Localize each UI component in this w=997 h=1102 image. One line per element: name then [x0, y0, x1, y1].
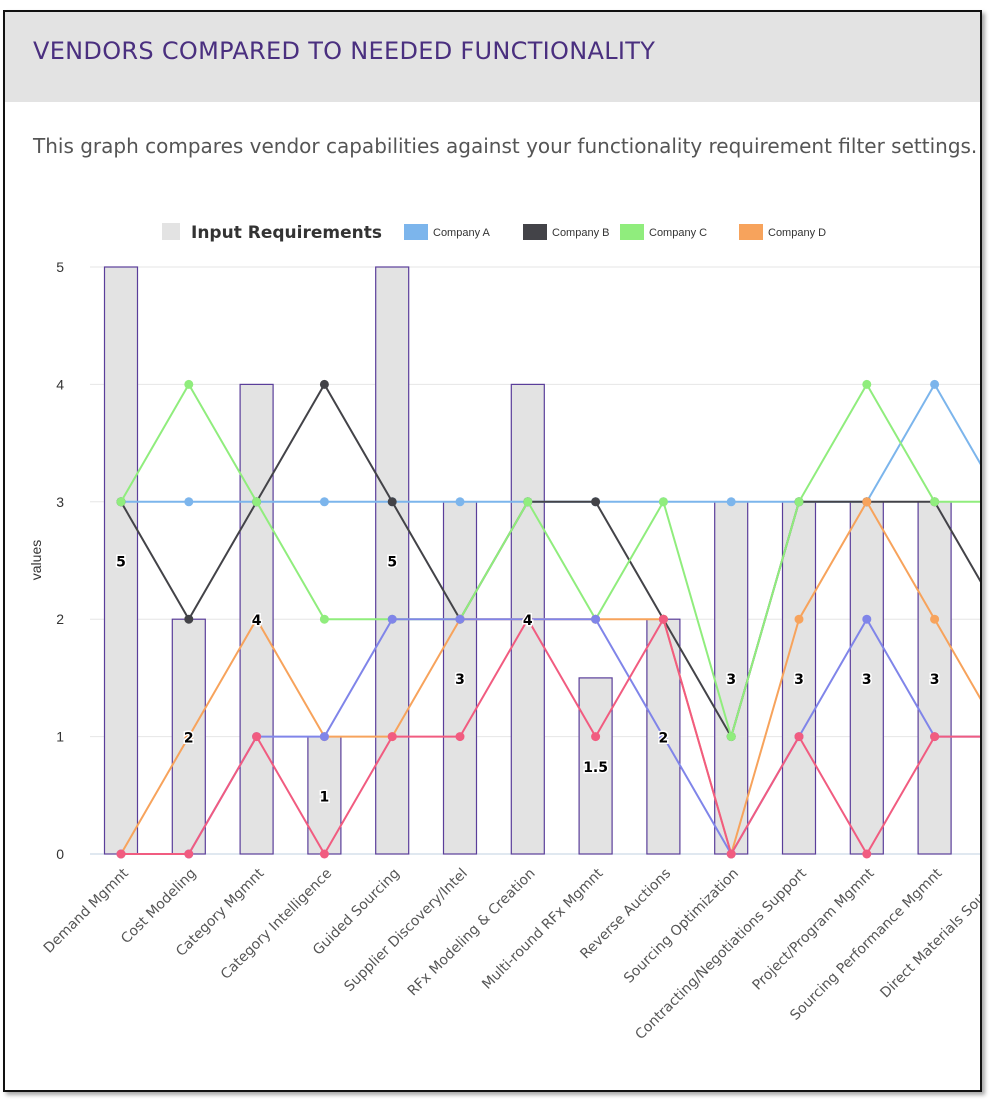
chart: 0 1 2 3 4 5 values 5 2 4 1 5 3 4 1.5 2 3 3 3 3 Demand Mgmnt C…: [28, 223, 980, 1043]
data-point: [930, 497, 940, 507]
data-point: [116, 849, 126, 859]
legend-label: Input Requirements: [191, 223, 382, 243]
panel-header: VENDORS COMPARED TO NEEDED FUNCTIONALITY: [5, 12, 980, 102]
x-tick-label: Multi-round RFx Mgmnt: [479, 865, 607, 993]
data-point: [862, 497, 872, 507]
chart-panel: VENDORS COMPARED TO NEEDED FUNCTIONALITY…: [3, 10, 982, 1092]
data-point: [591, 614, 601, 624]
y-tick-label: 0: [56, 846, 64, 862]
series-line: [120, 382, 980, 740]
data-point: [794, 732, 804, 742]
bar-data-label: 1: [320, 789, 330, 805]
series-line: [121, 616, 980, 857]
y-tick-label: 5: [56, 259, 64, 275]
legend-label: Company B: [552, 227, 609, 239]
data-point: [387, 732, 397, 742]
bar-data-label: 3: [930, 672, 940, 688]
series-line: [120, 382, 980, 741]
data-point: [862, 379, 872, 389]
x-tick-label: Demand Mgmnt: [41, 865, 132, 956]
data-point: [252, 497, 262, 507]
bar: [849, 501, 884, 855]
data-point: [319, 497, 329, 507]
data-point: [862, 849, 872, 859]
x-tick-label: Sourcing Optimization: [621, 866, 742, 987]
y-tick-label: 1: [56, 729, 64, 745]
data-point: [184, 379, 194, 389]
legend-swatch: [620, 224, 644, 240]
series-line: [121, 617, 980, 856]
bar-data-label: 4: [523, 613, 533, 629]
x-tick-label: Supplier Discovery/Intel: [341, 866, 470, 995]
data-point: [455, 614, 465, 624]
data-point: [387, 614, 397, 624]
bar: [442, 501, 478, 855]
bar-data-label: 5: [387, 555, 397, 571]
data-point: [658, 732, 668, 742]
bar-data-label: 3: [862, 672, 872, 688]
bar-data-label: 2: [659, 731, 669, 747]
x-tick-label: Category Intelligence: [218, 866, 335, 983]
data-point: [455, 497, 465, 507]
data-point: [930, 379, 940, 389]
panel-title: VENDORS COMPARED TO NEEDED FUNCTIONALITY: [33, 37, 656, 65]
data-point: [658, 614, 668, 624]
bar-data-label: 4: [252, 613, 262, 629]
y-tick-label: 2: [56, 611, 64, 627]
legend-label: Company A: [433, 227, 491, 239]
data-point: [523, 497, 533, 507]
data-point: [319, 379, 329, 389]
data-point: [252, 732, 262, 742]
data-point: [726, 732, 736, 742]
y-tick-label: 4: [56, 376, 64, 392]
data-point: [319, 614, 329, 624]
bar: [578, 677, 613, 855]
data-point: [591, 497, 601, 507]
data-point: [930, 732, 940, 742]
data-point: [319, 849, 329, 859]
data-point: [794, 614, 804, 624]
y-axis-title: values: [28, 540, 44, 580]
bar-data-label: 3: [455, 672, 465, 688]
bar-data-label: 3: [726, 672, 736, 688]
data-point: [794, 497, 804, 507]
data-point: [862, 614, 872, 624]
x-tick-label: Project/Program Mgmnt: [750, 865, 878, 993]
bar-data-label: 1.5: [583, 760, 608, 776]
data-point: [726, 497, 736, 507]
data-point: [184, 614, 194, 624]
legend-swatch: [739, 224, 763, 240]
bar: [917, 501, 952, 855]
chart-description: This graph compares vendor capabilities …: [33, 134, 978, 158]
bar-data-label: 5: [116, 555, 126, 571]
data-point: [523, 614, 533, 624]
data-point: [252, 614, 262, 624]
data-point: [184, 849, 194, 859]
y-tick-label: 3: [56, 494, 64, 510]
legend-label: Company D: [768, 227, 826, 239]
data-point: [455, 732, 465, 742]
legend-label: Company C: [649, 227, 707, 239]
bar-data-label: 2: [184, 731, 194, 747]
x-tick-label: RFx Modeling & Creation: [405, 866, 539, 1000]
legend-swatch-input-requirements: [162, 223, 180, 240]
data-point: [184, 497, 194, 507]
bar-data-label: 3: [794, 672, 804, 688]
data-point: [116, 497, 126, 507]
bar: [103, 266, 139, 855]
bar: [781, 501, 817, 855]
data-point: [658, 497, 668, 507]
data-point: [591, 732, 601, 742]
legend-swatch: [523, 224, 547, 240]
data-point: [726, 849, 736, 859]
data-point: [184, 732, 194, 742]
data-point: [387, 497, 397, 507]
data-point: [930, 614, 940, 624]
legend-swatch: [404, 224, 428, 240]
data-point: [319, 732, 329, 742]
